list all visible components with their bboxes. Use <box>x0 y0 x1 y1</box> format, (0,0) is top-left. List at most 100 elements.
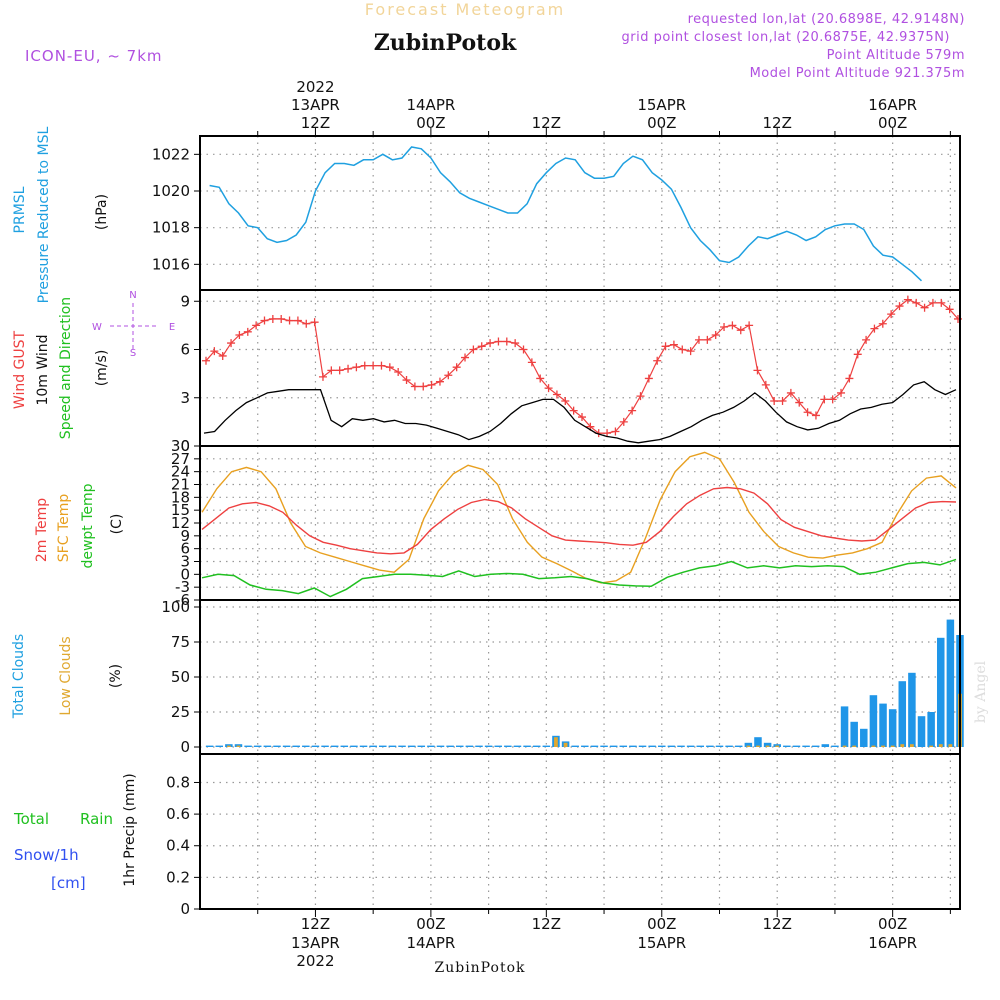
gust-point <box>536 374 545 383</box>
time-label-top: 12Z <box>301 114 330 132</box>
gust-point <box>352 363 361 372</box>
low-cloud-bar <box>756 745 760 747</box>
low-cloud-bar <box>842 745 847 747</box>
total-cloud-bar <box>667 745 676 747</box>
total-cloud-bar <box>638 745 647 747</box>
gust-point <box>494 337 503 346</box>
gust-point <box>511 339 520 348</box>
total-cloud-bar <box>734 745 743 747</box>
gust-point <box>293 316 302 325</box>
total-cloud-bar <box>744 742 753 747</box>
compass-s: S <box>130 348 136 359</box>
total-cloud-bar <box>282 745 291 747</box>
total-cloud-bar <box>455 745 464 747</box>
total-cloud-bar <box>244 745 252 747</box>
model-label: ICON-EU, ~ 7km <box>25 47 163 65</box>
gust-point <box>820 395 829 404</box>
total-cloud-bar <box>792 745 801 747</box>
total-cloud-bar <box>292 745 300 747</box>
total-cloud-bar <box>696 745 705 747</box>
wind-gust-label: Wind GUST <box>12 330 28 409</box>
temp-2m-line <box>201 486 957 555</box>
gust-point <box>803 408 812 417</box>
gust-point <box>694 335 703 344</box>
total-cloud-bar <box>581 745 589 747</box>
gust-point <box>837 388 846 397</box>
gust-point <box>243 327 252 336</box>
wind-10m-label: 10m Wind <box>35 334 51 405</box>
gust-point <box>318 372 327 381</box>
y-tick-label: 12 <box>171 514 190 532</box>
total-cloud-bar <box>715 745 724 747</box>
y-tick-label: -6 <box>175 591 190 609</box>
total-cloud-bar <box>359 745 368 747</box>
total-cloud-bar <box>215 745 223 747</box>
gust-point <box>260 316 269 325</box>
low-cloud-bar <box>775 745 780 747</box>
time-label-bottom: 12Z <box>532 915 561 933</box>
time-label-bottom: 2022 <box>296 952 334 970</box>
total-cloud-bar <box>658 745 666 747</box>
total-cloud-bar <box>273 745 281 747</box>
y-tick-label: 0 <box>180 900 190 918</box>
total-cloud-bar <box>504 745 512 747</box>
total-cloud-bar <box>532 745 541 747</box>
gust-point <box>795 398 804 407</box>
pressure-labels: PRMSL Pressure Reduced to MSL (hPa) <box>12 126 110 303</box>
time-label-top: 00Z <box>878 114 907 132</box>
gust-point <box>419 382 428 391</box>
total-cloud-bar <box>860 728 868 747</box>
gust-point <box>895 302 904 311</box>
compass-n: N <box>129 290 136 301</box>
y-tick-label: 15 <box>171 501 190 519</box>
total-cloud-bar <box>436 745 445 747</box>
y-tick-label: 0 <box>180 738 190 756</box>
gust-point <box>878 319 887 328</box>
low-cloud-bar <box>852 745 857 747</box>
total-cloud-bar <box>869 695 878 747</box>
total-cloud-bar <box>831 745 839 747</box>
y-tick-label: 21 <box>171 476 190 494</box>
wind10-line <box>203 380 957 444</box>
time-label-bottom: 00Z <box>416 915 445 933</box>
time-label-top: 00Z <box>647 114 676 132</box>
total-cloud-bar <box>763 742 772 747</box>
gust-point <box>920 303 929 312</box>
y-tick-label: 30 <box>171 437 190 455</box>
station-title: ZubinPotok <box>374 30 517 56</box>
gust-point <box>644 374 653 383</box>
requested-coords: requested lon,lat (20.6898E, 42.9148N) <box>688 12 965 27</box>
gust-point <box>327 366 336 375</box>
y-tick-label: 0 <box>180 437 190 455</box>
total-cloud-bar <box>879 703 887 747</box>
low-cloud-bar <box>948 744 953 747</box>
time-label-bottom: 16APR <box>868 934 917 952</box>
total-cloud-bar <box>542 745 551 747</box>
total-cloud-bar <box>898 681 907 747</box>
low-cloud-label: Low Clouds <box>58 636 74 715</box>
time-label-top: 2022 <box>296 78 334 96</box>
low-cloud-bar <box>910 744 914 747</box>
pressure-label-1: PRMSL <box>12 186 28 233</box>
gust-point <box>711 331 720 340</box>
total-cloud-bar <box>821 744 830 747</box>
y-tick-label: 1016 <box>152 255 190 273</box>
y-tick-label: 18 <box>171 488 190 506</box>
total-cloud-bar <box>484 745 493 747</box>
total-cloud-bar <box>725 745 733 747</box>
total-cloud-bar <box>446 745 454 747</box>
gust-point <box>786 388 795 397</box>
y-tick-label: 1022 <box>152 145 190 163</box>
total-cloud-bar <box>494 745 502 747</box>
total-cloud-bar <box>802 745 810 747</box>
total-cloud-bar <box>706 745 714 747</box>
total-cloud-bar <box>619 745 628 747</box>
total-cloud-bar <box>629 745 637 747</box>
total-cloud-bar <box>523 745 531 747</box>
total-cloud-bar <box>888 709 897 747</box>
total-cloud-bar <box>321 745 329 747</box>
total-cloud-bar <box>571 745 579 747</box>
wind-frame <box>199 289 961 447</box>
low-cloud-bar <box>871 745 876 747</box>
gust-point <box>945 305 954 314</box>
